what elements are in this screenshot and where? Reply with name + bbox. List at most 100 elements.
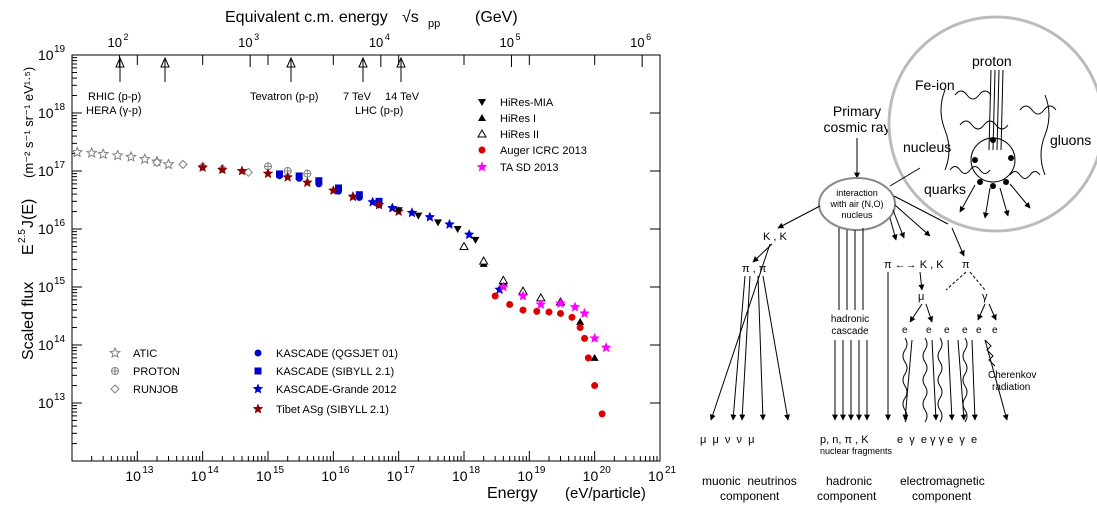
- series-kascade-qgsjet-01-: [276, 172, 383, 209]
- legend-label: HiRes II: [500, 129, 539, 141]
- legend-marker: [252, 403, 264, 414]
- em-component-label-2: component: [912, 489, 972, 503]
- gluon-loops: [940, 89, 1057, 179]
- legend-marker: [254, 367, 262, 375]
- series-tibet-asg-sibyll-2-1-: [197, 161, 405, 217]
- quark-tracks: [959, 183, 1031, 219]
- legend-label: KASCADE (SIBYLL 2.1): [276, 366, 394, 378]
- hadronic-component-label-2: component: [817, 489, 877, 503]
- legend-label: KASCADE-Grande 2012: [276, 384, 396, 396]
- data-point: [162, 158, 175, 170]
- gamma-label: γ: [982, 291, 988, 303]
- interaction-label-3: nucleus: [841, 210, 873, 220]
- legend-label: Auger ICRC 2013: [500, 145, 587, 157]
- y-tick-label: 10: [38, 337, 54, 353]
- legend-marker: [111, 367, 119, 375]
- data-point: [111, 149, 124, 161]
- data-point: [589, 332, 601, 343]
- y-tick-exp: 18: [54, 102, 66, 113]
- zoom-proton-label: proton: [972, 53, 1012, 69]
- tevatron-arrow-icon: [286, 56, 296, 68]
- x-tick-label: 10: [583, 468, 599, 484]
- data-point: [97, 147, 110, 160]
- interaction-label-1: interaction: [836, 188, 878, 198]
- top-tick-exp: 5: [515, 32, 520, 42]
- x-tick-exp: 14: [208, 465, 220, 476]
- top-tick-exp: 3: [254, 32, 259, 42]
- svg-text:e: e: [944, 325, 950, 336]
- muonic-component-label-1: muonic neutrinos: [702, 474, 797, 488]
- data-point: [335, 184, 343, 192]
- data-point: [355, 191, 363, 199]
- legend-label: KASCADE (QGSJET 01): [276, 348, 398, 360]
- muon-label: μ: [918, 291, 924, 303]
- x-tick-label: 10: [256, 468, 272, 484]
- data-point: [491, 292, 499, 300]
- x-tick-exp: 19: [534, 465, 546, 476]
- data-point: [506, 300, 514, 308]
- y-axis-unit: (m⁻² s⁻¹ sr⁻¹ eV¹·⁵): [21, 67, 36, 178]
- data-point: [557, 309, 565, 317]
- x-tick-label: 10: [191, 468, 207, 484]
- data-point: [178, 159, 188, 170]
- nuclear-fragments-label: nuclear fragments: [820, 446, 893, 456]
- data-point: [568, 313, 576, 321]
- data-point: [216, 164, 228, 175]
- kaons-label: K , K: [763, 231, 788, 243]
- bottom-hadronic-labels: p, n, π , K: [820, 434, 869, 446]
- legend-entry: KASCADE (SIBYLL 2.1): [254, 366, 394, 378]
- data-point: [591, 382, 599, 390]
- data-point: [295, 172, 303, 180]
- hera-arrow-icon: [160, 56, 170, 68]
- zoom-circle: [887, 15, 1097, 233]
- em-wavy-lines: [902, 337, 996, 423]
- x-axis-label: Energy: [487, 485, 538, 502]
- svg-text:e: e: [992, 325, 998, 336]
- legend-label: ATIC: [133, 348, 157, 360]
- legend-entry: TA SD 2013: [476, 161, 559, 174]
- svg-text:e: e: [976, 325, 982, 336]
- legend-entry: RUNJOB: [110, 384, 178, 396]
- top-tick-exp: 2: [123, 32, 128, 42]
- rhic-label: RHIC (p-p): [88, 91, 141, 103]
- top-axis-sub: pp: [428, 18, 440, 30]
- data-point: [394, 207, 403, 215]
- tev7-arrow-icon: [358, 56, 368, 68]
- y-tick-label: 10: [38, 47, 54, 63]
- legend-entry: Tibet ASg (SIBYLL 2.1): [252, 403, 389, 416]
- data-point: [282, 171, 294, 182]
- x-tick-exp: 15: [273, 465, 285, 476]
- bottom-muonic-labels: μ μ ν ν μ: [700, 434, 754, 446]
- top-tick-label: 10: [238, 35, 252, 50]
- y-tick-exp: 14: [54, 334, 66, 345]
- interaction-ellipse: [818, 177, 896, 231]
- interaction-label-2: with air (N,O): [829, 199, 883, 209]
- tev14-label: 14 TeV: [385, 91, 420, 103]
- x-tick-exp: 16: [338, 465, 350, 476]
- data-point: [373, 199, 385, 210]
- legend-entry: ATIC: [108, 346, 157, 360]
- legend-marker: [252, 383, 264, 394]
- zoom-feion-label: Fe-ion: [915, 77, 955, 93]
- zoom-nucleus-label: nucleus: [903, 139, 951, 155]
- data-point: [579, 307, 590, 319]
- zoom-quarks-label: quarks: [924, 181, 966, 197]
- data-point: [444, 218, 455, 230]
- legend-label: HiRes I: [500, 113, 536, 125]
- hera-label: HERA (γ-p): [86, 105, 142, 117]
- top-tick-label: 10: [107, 35, 121, 50]
- x-tick-label: 10: [517, 468, 533, 484]
- e-labels: e e e e e e: [902, 325, 998, 336]
- k-pi-label: π ←→ K , K: [884, 259, 944, 271]
- legend-entry: HiRes I: [478, 113, 536, 125]
- hadronic-cascade-label-2: cascade: [831, 326, 869, 337]
- x-tick-label: 10: [387, 468, 403, 484]
- legend-entry: KASCADE-Grande 2012: [252, 383, 396, 396]
- data-point: [598, 410, 606, 418]
- data-point: [576, 324, 584, 332]
- pi0-label: π: [962, 259, 970, 271]
- data-point: [533, 307, 541, 315]
- legend-marker: [110, 384, 120, 394]
- data-points: [71, 145, 612, 418]
